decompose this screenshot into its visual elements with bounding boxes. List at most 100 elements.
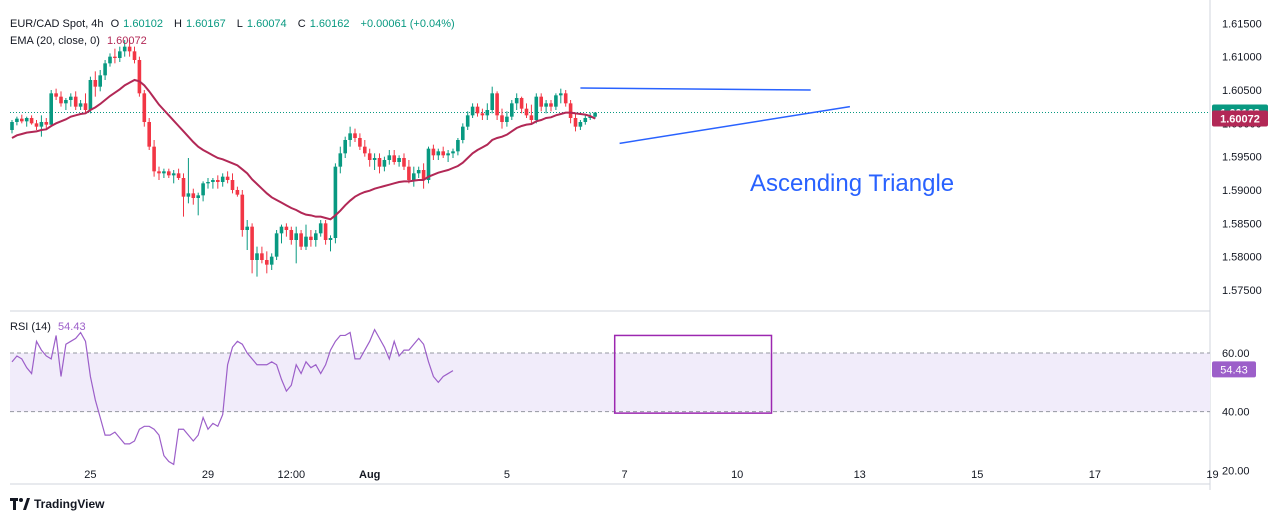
ema-line	[11, 78, 596, 221]
resistance-trendline	[580, 87, 811, 91]
candle-body	[132, 51, 137, 60]
candle-body	[157, 171, 161, 174]
candle-body	[39, 122, 44, 127]
rsi-band	[10, 353, 1210, 412]
ema-price-tag	[1212, 110, 1268, 127]
candle-body	[142, 93, 147, 122]
candle-body	[539, 96, 543, 107]
candle-body	[333, 166, 338, 238]
candle-body	[426, 148, 431, 180]
time-tick-label: 19	[1206, 469, 1218, 481]
candle-body	[78, 103, 83, 107]
candle-body	[73, 96, 78, 107]
candle-body	[436, 151, 441, 156]
candle-body	[392, 155, 396, 162]
ohlc-low: L 1.60074	[236, 18, 287, 30]
rsi-value: 54.43	[58, 321, 86, 333]
candle-body	[451, 151, 455, 154]
candle-body	[225, 176, 230, 180]
candle-body	[480, 113, 485, 116]
candle-body	[328, 238, 333, 240]
candle-body	[446, 153, 450, 156]
branding-text: TradingView	[34, 497, 105, 511]
candle-body	[98, 75, 102, 87]
candle-body	[176, 173, 181, 178]
candle-body	[211, 180, 215, 182]
candle-body	[318, 223, 323, 234]
candle-body	[108, 56, 112, 64]
candle-body	[83, 103, 88, 110]
price-tick-label: 1.60500	[1222, 85, 1262, 97]
candle-body	[309, 236, 313, 240]
candle-body	[348, 133, 352, 140]
ohlc-high: H 1.60167	[174, 18, 226, 30]
rsi-value-text: 54.43	[1220, 364, 1248, 376]
candle-body	[588, 116, 592, 118]
candle-body	[260, 253, 264, 260]
candle-body	[230, 180, 235, 190]
candle-body	[201, 183, 205, 196]
candle-body	[147, 122, 151, 147]
candle-body	[485, 110, 490, 116]
candle-body	[69, 96, 73, 100]
candle-body	[358, 138, 362, 147]
candle-body	[514, 98, 519, 104]
candle-body	[500, 115, 504, 122]
candle-body	[191, 193, 196, 198]
rsi-tick-label: 40.00	[1222, 407, 1250, 419]
candle-body	[421, 170, 426, 180]
ema-header: EMA (20, close, 0) 1.60072	[10, 35, 151, 47]
price-change: +0.00061 (+0.04%)	[360, 18, 455, 30]
candle-body	[103, 63, 107, 76]
candle-body	[524, 108, 529, 116]
pattern-annotation: Ascending Triangle	[750, 170, 955, 197]
candle-body	[186, 193, 191, 197]
candle-body	[456, 140, 460, 152]
candle-body	[510, 103, 514, 117]
price-tick-label: 1.59500	[1222, 152, 1262, 164]
candle-body	[465, 115, 470, 127]
candle-body	[127, 46, 132, 52]
candle-body	[34, 123, 39, 127]
candle-body	[593, 112, 597, 117]
candle-body	[206, 182, 210, 184]
candle-body	[250, 226, 254, 260]
candle-body	[304, 236, 308, 247]
candle-body	[490, 93, 494, 110]
rsi-line	[11, 328, 454, 466]
candle-body	[343, 140, 347, 154]
candle-body	[171, 173, 176, 176]
price-tick-label: 1.61500	[1222, 18, 1262, 30]
ema-label: EMA (20, close, 0)	[10, 35, 100, 47]
candle-body	[20, 118, 24, 122]
candle-body	[220, 176, 225, 182]
candle-body	[64, 100, 68, 104]
candle-body	[279, 226, 284, 234]
candle-body	[367, 153, 372, 160]
time-tick-label: Aug	[359, 469, 380, 481]
candle-body	[122, 46, 127, 52]
candle-body	[245, 226, 249, 230]
ohlc-close: C 1.60162	[297, 18, 350, 30]
candle-body	[49, 93, 53, 125]
candle-body	[363, 146, 367, 154]
candle-body	[554, 95, 558, 107]
candle-body	[269, 256, 274, 265]
ema-price-value: 1.60072	[1220, 114, 1260, 126]
candle-body	[397, 158, 401, 162]
candle-body	[235, 190, 240, 195]
candle-body	[470, 106, 475, 116]
candle-body	[475, 106, 480, 114]
tradingview-logo: TradingView	[10, 497, 104, 511]
price-tick-label: 1.59000	[1222, 185, 1262, 197]
candle-body	[196, 195, 200, 198]
candle-body	[274, 233, 279, 257]
time-tick-label: 10	[731, 469, 743, 481]
candle-body	[402, 158, 406, 167]
symbol-label: EUR/CAD Spot, 4h	[10, 18, 104, 30]
candle-body	[382, 160, 387, 167]
candle-body	[372, 158, 377, 160]
candle-body	[284, 226, 289, 230]
rsi-highlight-box	[613, 334, 773, 414]
